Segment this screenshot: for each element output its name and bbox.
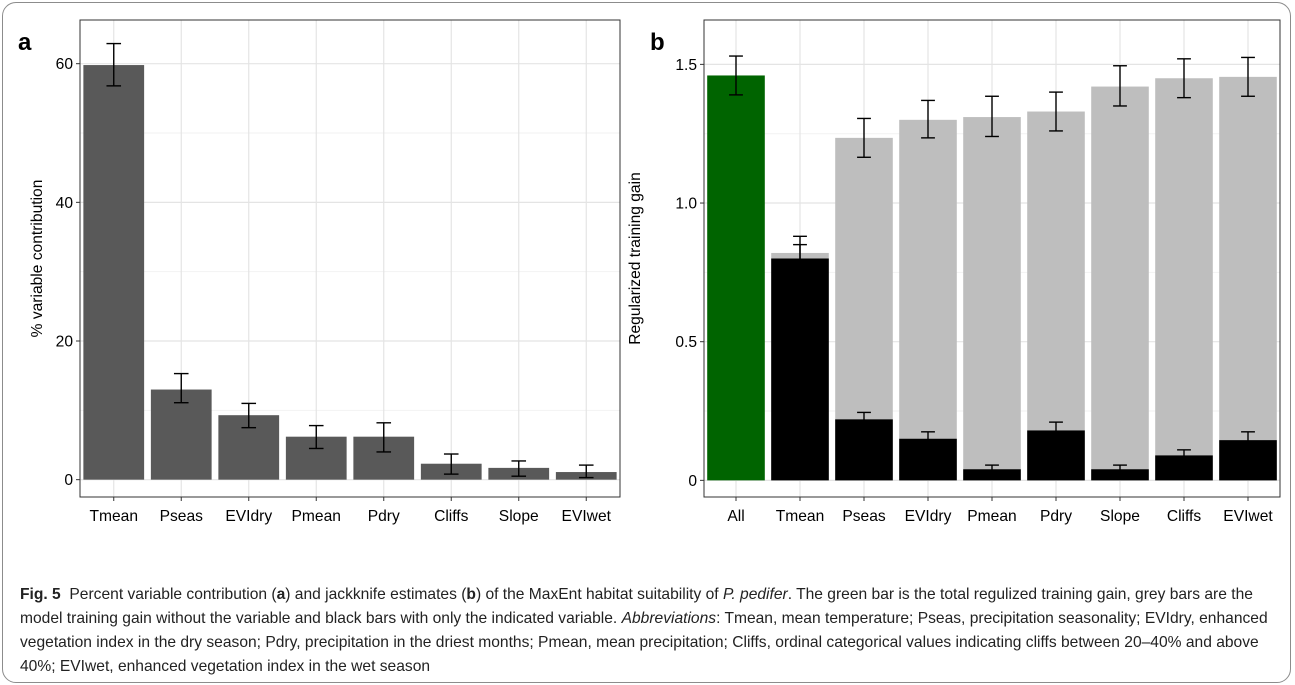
caption-abbreviations-label: Abbreviations [621, 610, 717, 627]
x-tick-label-tmean: Tmean [89, 508, 138, 525]
x-tick-label-pmean: Pmean [292, 508, 341, 525]
caption-text-4: . The green bar is the total regulized t… [20, 586, 1253, 627]
x-tick-label-pmean: Pmean [967, 508, 1016, 525]
x-tick-label-slope: Slope [499, 508, 539, 525]
y-tick-label: 1.5 [675, 57, 697, 74]
caption-text-2: ) and jackknife estimates ( [285, 586, 467, 603]
caption-panel-b: b [466, 586, 476, 603]
x-tick-label-pseas: Pseas [842, 508, 886, 525]
x-tick-label-cliffs: Cliffs [1167, 508, 1202, 525]
y-tick-label: 0 [64, 472, 73, 489]
x-tick-label-all: All [727, 508, 744, 525]
y-tick-label: 40 [56, 195, 74, 212]
caption-fig-label: Fig. 5 [20, 586, 61, 603]
bar-slope-s2 [1091, 469, 1149, 481]
panel-label-a: a [18, 29, 32, 56]
plot-border-a [79, 19, 621, 498]
y-tick-label: 1.0 [675, 196, 697, 213]
x-tick-label-eviwet: EVIwet [1223, 508, 1273, 525]
bar-evidry-s1 [899, 119, 957, 481]
y-tick-label: 20 [56, 334, 74, 351]
bar-pseas-s2 [835, 419, 893, 481]
x-tick-label-evidry: EVIdry [225, 508, 272, 525]
bar-eviwet-s1 [1219, 76, 1277, 481]
y-tick-label: 0.5 [675, 334, 697, 351]
x-tick-label-cliffs: Cliffs [434, 508, 469, 525]
x-tick-label-eviwet: EVIwet [562, 508, 612, 525]
panel-label-b: b [650, 29, 665, 56]
y-axis-label-b: Regularized training gain [627, 172, 644, 345]
bar-pdry-s2 [1027, 430, 1085, 481]
panel-a: a % variable contribution 0 20 40 60 Tmean Ps… [18, 19, 621, 525]
caption-panel-a: a [276, 586, 286, 603]
x-tick-label-evidry: EVIdry [905, 508, 952, 525]
bar-pseas [150, 389, 212, 480]
y-tick-label: 0 [688, 473, 697, 490]
x-tick-label-pdry: Pdry [1040, 508, 1072, 525]
bar-slope-s1 [1091, 86, 1149, 481]
bar-tmean [83, 65, 145, 480]
figure-panels: a % variable contribution 0 20 40 60 Tmean Ps… [18, 19, 1281, 525]
x-tick-label-pdry: Pdry [368, 508, 400, 525]
caption-text-3: ) of the MaxEnt habitat suitability of [475, 586, 723, 603]
x-tick-label-slope: Slope [1100, 508, 1140, 525]
y-tick-label: 60 [56, 56, 74, 73]
caption-text-1: Percent variable contribution ( [69, 586, 277, 603]
panel-b: b Regularized training gain 0 0.5 1.0 1.5 Al… [627, 19, 1281, 525]
bar-pmean-s1 [963, 117, 1021, 481]
caption-text-5: : Tmean, mean temperature; Pseas, precip… [20, 610, 1268, 675]
bar-pmean-s2 [963, 469, 1021, 481]
x-tick-label-pseas: Pseas [160, 508, 204, 525]
y-axis-label-a: % variable contribution [29, 180, 46, 338]
x-tick-label-tmean: Tmean [776, 508, 825, 525]
bar-tmean-s2 [771, 258, 829, 481]
bar-pdry-s1 [1027, 111, 1085, 481]
bar-all-s0 [707, 75, 765, 481]
figure-caption: Fig. 5 Percent variable contribution (a)… [20, 583, 1282, 679]
caption-species: P. pedifer [722, 586, 788, 603]
bar-cliffs-s1 [1155, 78, 1213, 481]
